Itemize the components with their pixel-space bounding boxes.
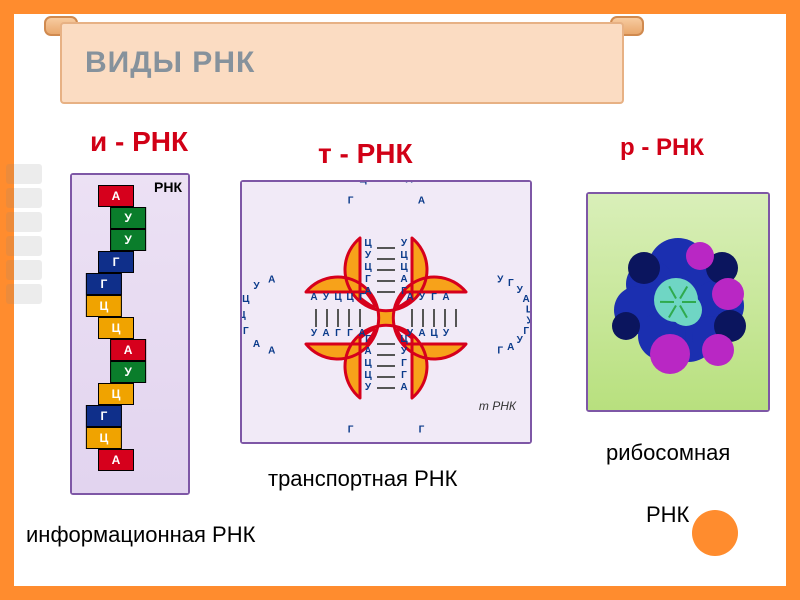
svg-text:А: А: [400, 382, 407, 393]
svg-text:А: А: [418, 196, 425, 207]
svg-text:Г: Г: [347, 328, 353, 339]
panel-mrna: РНК АУУГГЦЦАУЦГЦА: [70, 173, 190, 495]
svg-text:Г: Г: [365, 274, 371, 285]
svg-text:Г: Г: [359, 292, 365, 303]
svg-text:У: У: [407, 328, 414, 339]
svg-text:А: А: [322, 328, 329, 339]
svg-text:А: А: [364, 286, 371, 297]
heading-mrna: и - РНК: [90, 126, 188, 158]
svg-text:Ц: Ц: [242, 294, 250, 305]
svg-text:А: А: [442, 292, 449, 303]
svg-text:Г: Г: [523, 326, 529, 337]
svg-text:А: А: [418, 328, 425, 339]
svg-text:А: А: [523, 294, 530, 305]
svg-text:А: А: [406, 292, 413, 303]
heading-rrna: р - РНК: [620, 134, 704, 162]
svg-text:Ц: Ц: [334, 292, 342, 303]
svg-text:Г: Г: [497, 345, 503, 356]
svg-text:А: А: [400, 274, 407, 285]
svg-text:Ц: Ц: [242, 310, 246, 321]
svg-text:Ц: Ц: [364, 262, 372, 273]
svg-text:А: А: [268, 275, 275, 286]
rrna-structure: [588, 194, 768, 410]
svg-text:Г: Г: [431, 292, 437, 303]
page-title: ВИДЫ РНК: [85, 46, 255, 80]
svg-text:У: У: [419, 292, 426, 303]
svg-text:А: А: [507, 342, 514, 353]
svg-text:Ц: Ц: [400, 262, 408, 273]
svg-text:Г: Г: [348, 196, 354, 207]
svg-text:А: А: [268, 345, 275, 356]
panel-trna: ГАЦЦУАГЦУЦГАЦЦУЦУГГАГЦЦУААГГАУУАЦУАУГАГЦ…: [240, 180, 532, 444]
trna-inner-label: т РНК: [479, 400, 516, 412]
mrna-sequence: АУУГГЦЦАУЦГЦА: [98, 185, 134, 471]
svg-text:У: У: [443, 328, 450, 339]
svg-text:Г: Г: [401, 370, 407, 381]
svg-text:Ц: Ц: [346, 292, 354, 303]
svg-text:Ц: Ц: [526, 304, 530, 315]
svg-text:Г: Г: [348, 424, 354, 435]
slide-frame: ВИДЫ РНК и - РНК т - РНК р - РНК РНК АУУ…: [0, 0, 800, 600]
svg-text:Ц: Ц: [359, 182, 367, 185]
svg-text:У: У: [526, 316, 530, 327]
svg-text:Ц: Ц: [364, 370, 372, 381]
svg-text:Ц: Ц: [430, 328, 438, 339]
svg-text:Г: Г: [401, 358, 407, 369]
svg-text:У: У: [497, 275, 504, 286]
svg-text:У: У: [323, 292, 330, 303]
svg-text:У: У: [517, 335, 524, 346]
svg-text:Ц: Ц: [364, 238, 372, 249]
svg-text:А: А: [310, 292, 317, 303]
svg-text:У: У: [253, 281, 260, 292]
svg-text:Г: Г: [335, 328, 341, 339]
svg-text:А: А: [406, 182, 413, 185]
svg-text:Ц: Ц: [400, 250, 408, 261]
heading-trna: т - РНК: [318, 138, 413, 170]
caption-trna: транспортная РНК: [268, 466, 457, 492]
svg-text:У: У: [311, 328, 318, 339]
svg-text:А: А: [358, 328, 365, 339]
svg-text:А: А: [253, 339, 260, 350]
bg-ghost: [0, 160, 40, 420]
svg-text:Г: Г: [419, 424, 425, 435]
mrna-inner-label: РНК: [154, 179, 182, 195]
svg-text:У: У: [365, 250, 372, 261]
svg-text:У: У: [365, 382, 372, 393]
caption-rrna-2: РНК: [646, 502, 689, 528]
accent-dot: [692, 510, 738, 556]
svg-text:У: У: [401, 238, 408, 249]
svg-text:А: А: [364, 346, 371, 357]
svg-text:У: У: [401, 346, 408, 357]
caption-mrna: информационная РНК: [26, 522, 255, 548]
caption-rrna-1: рибосомная: [606, 440, 730, 466]
svg-text:Г: Г: [243, 326, 249, 337]
svg-text:Г: Г: [365, 334, 371, 345]
svg-text:Г: Г: [508, 278, 514, 289]
svg-text:Ц: Ц: [364, 358, 372, 369]
panel-rrna: [586, 192, 770, 412]
